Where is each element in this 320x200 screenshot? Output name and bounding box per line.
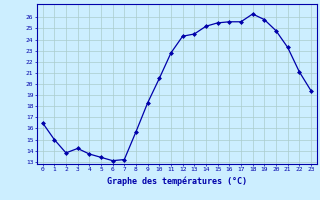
X-axis label: Graphe des températures (°C): Graphe des températures (°C) <box>107 177 247 186</box>
